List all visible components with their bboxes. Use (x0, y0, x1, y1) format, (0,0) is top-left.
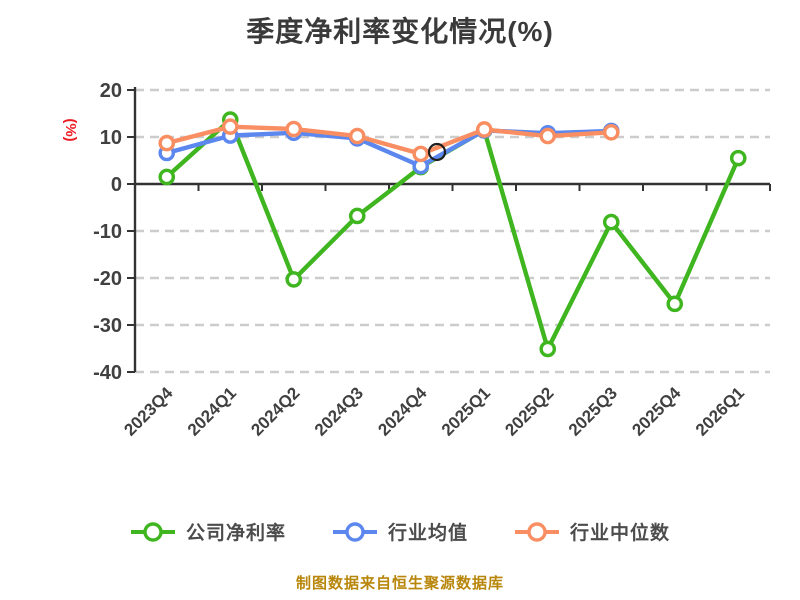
data-point (475, 121, 493, 138)
data-point (285, 120, 303, 138)
series-line-0 (164, 117, 741, 352)
legend-item-industry-mean[interactable]: 行业均值 (332, 518, 468, 545)
line-circle-marker-icon (515, 521, 559, 542)
data-point (666, 295, 684, 313)
x-tick-label: 2023Q4 (120, 383, 177, 440)
line-circle-marker-icon (130, 521, 175, 542)
data-point (285, 271, 303, 288)
legend: 公司净利率 行业均值 行业中位数 (0, 518, 800, 545)
data-point (412, 145, 430, 163)
data-point (729, 149, 747, 167)
x-tick-label: 2024Q1 (184, 383, 240, 439)
chart-title: 季度净利率变化情况(%) (246, 16, 554, 47)
data-point (158, 168, 176, 186)
legend-item-company-net-margin[interactable]: 公司净利率 (130, 518, 286, 545)
legend-circle (143, 521, 163, 542)
y-tick-label: 20 (100, 80, 122, 102)
data-point (221, 118, 239, 135)
y-tick-label: -20 (93, 268, 122, 290)
legend-item-industry-median[interactable]: 行业中位数 (514, 518, 670, 545)
data-point (158, 134, 176, 152)
legend-label: 行业均值 (387, 523, 468, 544)
legend-circle (527, 521, 547, 542)
x-tick-label: 2026Q1 (692, 383, 748, 439)
x-tick-label: 2024Q2 (247, 383, 303, 439)
x-tick-label: 2025Q3 (565, 383, 621, 439)
x-tick-label: 2024Q4 (374, 383, 431, 440)
y-tick-label: -10 (93, 221, 122, 243)
data-point (602, 124, 620, 141)
x-tick-label: 2025Q1 (438, 383, 494, 439)
series-line-1 (164, 128, 614, 169)
data-point (348, 207, 366, 225)
data-point (539, 127, 557, 145)
x-tick-label: 2025Q4 (628, 383, 685, 440)
data-point (348, 127, 366, 145)
y-tick-label: -30 (93, 315, 122, 337)
series-line-2 (164, 124, 614, 157)
y-tick-label: -40 (93, 362, 122, 384)
x-tick-label: 2025Q2 (501, 383, 557, 439)
footer-note: 制图数据来自恒生聚源数据库 (295, 575, 504, 592)
y-tick-label: 10 (100, 127, 122, 149)
annotation-ring (427, 142, 447, 162)
legend-circle (345, 521, 365, 542)
legend-label: 行业中位数 (570, 523, 671, 544)
x-tick-label: 2024Q3 (311, 383, 367, 439)
data-point (539, 340, 557, 358)
line-circle-marker-icon (332, 521, 377, 542)
y-tick-label: 0 (111, 174, 122, 196)
legend-label: 公司净利率 (185, 523, 286, 544)
data-point (602, 213, 620, 231)
